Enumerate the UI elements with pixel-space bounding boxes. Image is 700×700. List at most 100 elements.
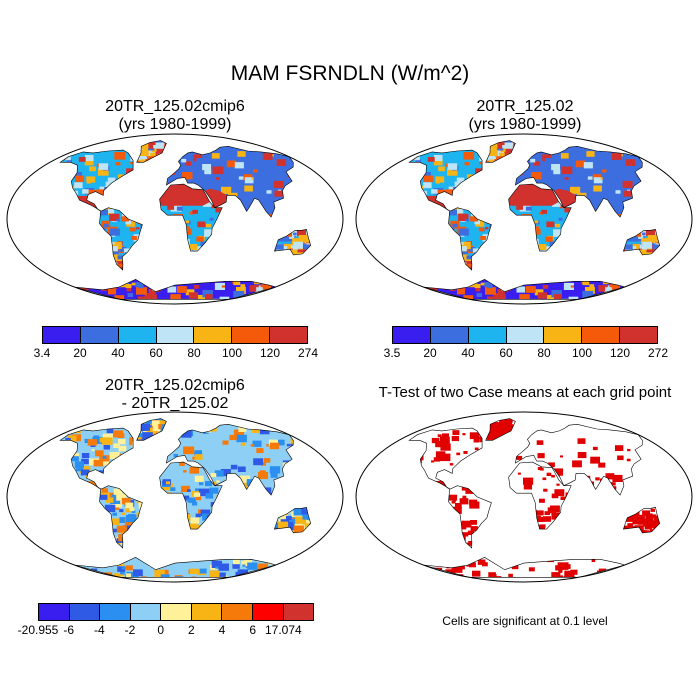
grid-cell bbox=[139, 543, 143, 548]
grid-cell bbox=[170, 204, 182, 212]
grid-cell bbox=[505, 148, 513, 154]
grid-cell bbox=[188, 244, 198, 250]
grid-cell bbox=[130, 245, 140, 253]
grid-cell bbox=[167, 147, 179, 155]
colorbar-3-label: 0 bbox=[157, 623, 164, 637]
grid-cell bbox=[472, 570, 481, 577]
grid-cell bbox=[255, 292, 265, 300]
grid-cell bbox=[117, 187, 127, 194]
grid-cell bbox=[564, 206, 572, 213]
grid-cell bbox=[447, 163, 458, 170]
coastline-australia bbox=[622, 507, 661, 534]
grid-cell bbox=[489, 422, 498, 429]
grid-cell bbox=[232, 563, 240, 569]
continent-southamerica bbox=[448, 485, 492, 549]
grid-cell bbox=[131, 154, 134, 158]
grid-cell bbox=[244, 185, 253, 192]
grid-cell bbox=[215, 206, 223, 213]
grid-cell bbox=[483, 262, 488, 265]
grid-cell bbox=[204, 229, 215, 237]
coastline-antarctica bbox=[423, 557, 626, 578]
grid-cell bbox=[126, 252, 131, 256]
grid-cell bbox=[154, 157, 158, 161]
grid-cell bbox=[551, 474, 555, 478]
grid-cell bbox=[175, 497, 183, 503]
grid-cell bbox=[497, 289, 505, 295]
grid-cell bbox=[278, 216, 286, 218]
grid-cell bbox=[72, 190, 79, 195]
grid-cell bbox=[275, 510, 280, 514]
grid-cell bbox=[461, 486, 468, 491]
grid-cell bbox=[65, 186, 70, 190]
grid-cell bbox=[121, 195, 132, 203]
grid-cell bbox=[650, 508, 655, 512]
grid-cell bbox=[498, 427, 504, 431]
grid-cell bbox=[125, 573, 131, 577]
grid-cell bbox=[455, 263, 460, 266]
grid-cell bbox=[80, 469, 90, 476]
grid-cell bbox=[625, 159, 636, 166]
grid-cell bbox=[211, 153, 220, 159]
grid-cell bbox=[250, 177, 254, 180]
grid-cell bbox=[646, 520, 653, 525]
grid-cell bbox=[658, 245, 660, 252]
grid-cell bbox=[127, 293, 134, 297]
grid-cell bbox=[126, 514, 137, 523]
grid-cell bbox=[632, 530, 636, 533]
grid-cell bbox=[238, 191, 244, 195]
grid-cell bbox=[480, 266, 492, 270]
grid-cell bbox=[134, 262, 139, 265]
grid-cell bbox=[99, 209, 108, 216]
grid-cell bbox=[188, 180, 199, 188]
grid-cell bbox=[518, 218, 522, 221]
grid-cell bbox=[278, 250, 287, 255]
colorbar-2-swatch bbox=[544, 327, 583, 343]
grid-cell bbox=[495, 142, 505, 149]
grid-cell bbox=[449, 540, 457, 546]
grid-cell bbox=[103, 461, 109, 466]
coastline-greenland bbox=[136, 140, 167, 163]
coastline-greenland bbox=[485, 140, 516, 163]
colorbar-3-swatch bbox=[100, 604, 131, 620]
grid-cell bbox=[470, 216, 478, 222]
grid-cell bbox=[419, 446, 424, 450]
grid-cell bbox=[510, 248, 521, 252]
grid-cell bbox=[615, 445, 624, 451]
sahara-hotspot bbox=[508, 184, 559, 206]
grid-cell bbox=[513, 524, 523, 530]
grid-cell bbox=[468, 562, 476, 568]
grid-cell bbox=[476, 293, 483, 297]
grid-cell bbox=[151, 435, 163, 441]
grid-cell bbox=[509, 157, 513, 160]
grid-cell bbox=[642, 232, 646, 235]
panel-3-title-line2: - 20TR_125.02 bbox=[121, 395, 229, 412]
grid-cell bbox=[187, 523, 197, 530]
grid-cell bbox=[576, 175, 585, 181]
grid-cell bbox=[110, 246, 118, 252]
grid-cell bbox=[523, 477, 534, 485]
grid-cell bbox=[448, 209, 457, 216]
grid-cell bbox=[647, 235, 659, 243]
grid-cell bbox=[73, 172, 82, 179]
grid-cell bbox=[491, 576, 502, 578]
grid-cell bbox=[614, 297, 623, 300]
grid-cell bbox=[612, 474, 623, 482]
grid-cell bbox=[67, 435, 77, 442]
colorbar-1-swatch bbox=[194, 327, 233, 343]
grid-cell bbox=[619, 428, 622, 431]
grid-cell bbox=[259, 470, 266, 475]
grid-cell bbox=[448, 186, 456, 192]
grid-cell bbox=[118, 445, 127, 452]
colorbar-2-label: 3.5 bbox=[383, 346, 401, 360]
grid-cell bbox=[608, 168, 614, 172]
grid-cell bbox=[415, 159, 421, 164]
grid-cell bbox=[181, 485, 190, 492]
grid-cell bbox=[524, 500, 528, 503]
grid-cell bbox=[487, 257, 492, 261]
grid-cell bbox=[207, 239, 214, 245]
grid-cell bbox=[214, 282, 225, 290]
grid-cell bbox=[570, 216, 577, 218]
grid-cell bbox=[532, 247, 537, 251]
grid-cell bbox=[456, 245, 461, 249]
grid-cell bbox=[174, 575, 183, 578]
